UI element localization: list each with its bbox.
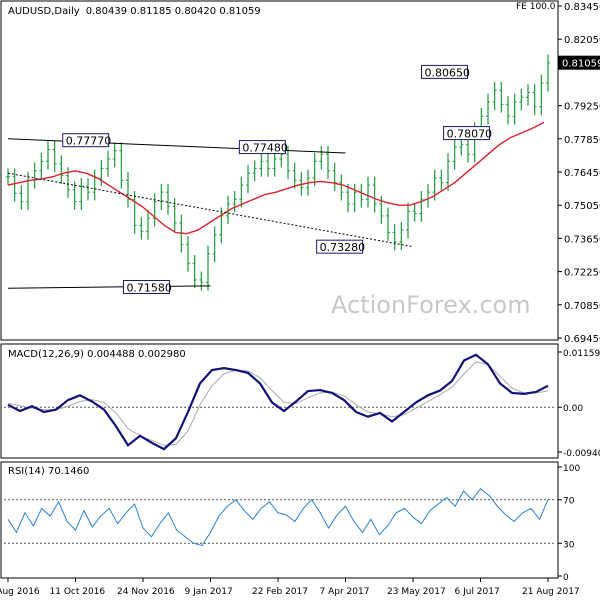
- last-price-tag: [558, 55, 600, 70]
- x-tick-label: 11 Oct 2016: [50, 587, 106, 597]
- macd-y-axis: 0.01159 0.00 -0.009406: [558, 349, 600, 459]
- trendline: [7, 172, 414, 248]
- price-annotation-label: 0.80650: [425, 66, 471, 79]
- macd-tick-label: 0.00: [563, 404, 583, 414]
- rsi-line: [7, 488, 549, 547]
- price-annotation-label: 0.77770: [66, 135, 112, 148]
- x-tick-label: 21 Aug 2017: [522, 587, 580, 597]
- rsi-y-axis: 100 70 30 0: [558, 464, 580, 583]
- x-tick-label: 24 Nov 2016: [117, 587, 175, 597]
- symbol-title: AUDUSD,Daily 0.80439 0.81185 0.80420 0.81…: [8, 6, 261, 17]
- macd-tick-label: -0.009406: [563, 449, 600, 459]
- price-annotation-box: [62, 133, 110, 148]
- price-annotation-box: [421, 64, 469, 79]
- fe-label: FE 100.0: [516, 2, 556, 12]
- macd-line: [7, 353, 549, 451]
- macd-title: MACD(12,26,9) 0.004488 0.002980: [8, 349, 186, 360]
- price-annotation-box: [122, 279, 170, 294]
- rsi-tick-label: 30: [563, 540, 575, 550]
- x-tick-label: 7 Apr 2017: [320, 587, 370, 597]
- price-annotation-label: 0.73280: [320, 241, 366, 254]
- rsi-tick-label: 100: [563, 464, 580, 474]
- x-tick-label: 6 Jul 2017: [455, 587, 500, 597]
- x-tick-label: 9 Jan 2017: [185, 587, 233, 597]
- rsi-tick-label: 70: [563, 497, 575, 507]
- trendline: [7, 285, 211, 289]
- last-price-tag-group: 0.81059: [558, 55, 600, 70]
- macd-lines: [4, 353, 556, 451]
- price-annotations: 0.77770 0.77480 0.71580 0.73280 0.80650 0.780…: [62, 64, 493, 294]
- price-panel-frame: [0, 0, 559, 341]
- macd-panel-frame: [0, 343, 559, 459]
- rsi-panel-frame: [0, 461, 559, 579]
- price-annotation-label: 0.77480: [242, 142, 287, 155]
- x-tick-label: 23 May 2017: [387, 587, 446, 597]
- price-annotation-label: 0.78070: [447, 128, 493, 141]
- price-annotation-label: 0.71580: [126, 281, 172, 294]
- rsi-title: RSI(14) 70.1460: [8, 466, 89, 477]
- price-annotation-box: [238, 140, 286, 155]
- last-price-label: 0.81059: [562, 59, 600, 70]
- moving-average-line: [7, 121, 545, 235]
- x-axis: 26 Aug 2016 11 Oct 2016 24 Nov 2016 9 Jan 2…: [0, 578, 580, 597]
- rsi-tick-label: 0: [563, 573, 569, 583]
- rsi-line: [4, 488, 556, 547]
- watermark: ActionForex.com: [331, 291, 531, 319]
- macd-signal-line: [7, 361, 549, 446]
- x-tick-label: 26 Aug 2016: [0, 587, 40, 597]
- moving-average: [7, 121, 545, 235]
- x-tick-label: 22 Feb 2017: [252, 587, 308, 597]
- macd-tick-label: 0.01159: [563, 349, 600, 359]
- price-annotation-box: [443, 126, 491, 141]
- price-annotation-box: [316, 239, 364, 254]
